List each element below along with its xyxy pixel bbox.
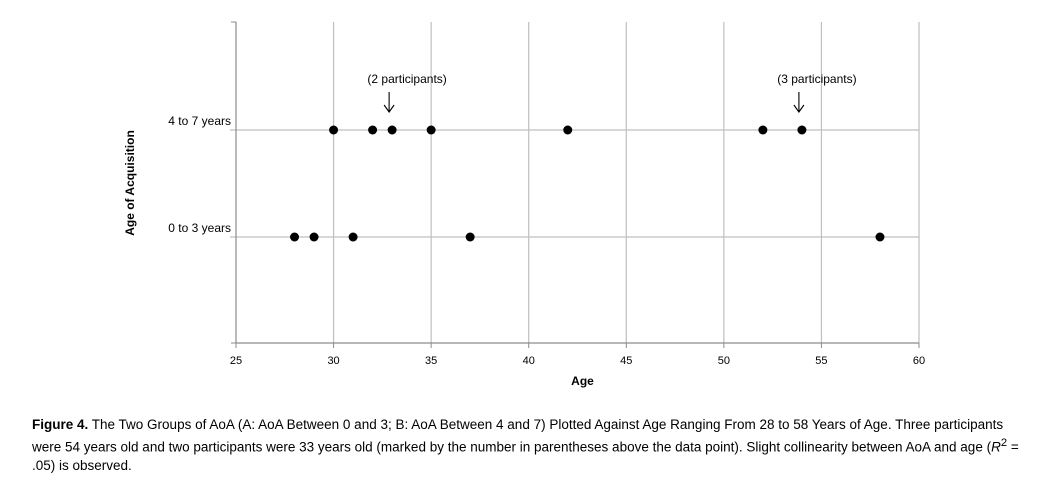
caption-text-before: The Two Groups of AoA (A: AoA Between 0 … xyxy=(32,417,1004,455)
x-tick-label: 60 xyxy=(913,355,925,367)
data-point xyxy=(309,232,319,242)
x-tick-label: 45 xyxy=(620,355,632,367)
y-category-label: 0 to 3 years xyxy=(168,221,231,235)
data-point xyxy=(758,125,768,135)
x-tick-labels: 25 30 35 40 45 50 55 60 xyxy=(230,355,925,367)
annotation-arrow xyxy=(383,92,395,113)
x-tick-label: 30 xyxy=(327,355,339,367)
data-point xyxy=(329,125,339,135)
data-point xyxy=(348,232,358,242)
data-point xyxy=(368,125,378,135)
x-axis-label: Age xyxy=(571,374,594,388)
figure-caption: Figure 4. The Two Groups of AoA (A: AoA … xyxy=(32,416,1032,475)
y-category-label: 4 to 7 years xyxy=(168,114,231,128)
data-point xyxy=(387,125,397,135)
x-tick-label: 50 xyxy=(718,355,730,367)
annotation-label: (2 participants) xyxy=(367,72,446,86)
annotation-arrow xyxy=(793,92,805,113)
r-exponent: 2 xyxy=(1000,437,1008,449)
data-points xyxy=(290,125,885,242)
data-point xyxy=(563,125,573,135)
data-point xyxy=(875,232,885,242)
y-axis-label: Age of Acquisition xyxy=(123,130,137,236)
x-tick-label: 25 xyxy=(230,355,242,367)
axes xyxy=(231,21,920,348)
data-point xyxy=(465,232,475,242)
r-symbol: R xyxy=(991,439,1001,455)
data-point xyxy=(290,232,300,242)
annotations: (2 participants) (3 participants) xyxy=(367,72,857,113)
figure-label: Figure 4. xyxy=(32,417,89,432)
scatter-chart: 25 30 35 40 45 50 55 60 0 to 3 years 4 to 7 year… xyxy=(123,21,925,388)
x-tick-label: 40 xyxy=(523,355,535,367)
x-tick-label: 55 xyxy=(815,355,827,367)
caption-text-after: = .05) is observed. xyxy=(32,439,1019,473)
x-tick-label: 35 xyxy=(425,355,437,367)
data-point xyxy=(426,125,436,135)
y-category-labels: 0 to 3 years 4 to 7 years xyxy=(168,114,231,235)
annotation-label: (3 participants) xyxy=(777,72,856,86)
grid-lines xyxy=(230,22,920,343)
data-point xyxy=(797,125,807,135)
